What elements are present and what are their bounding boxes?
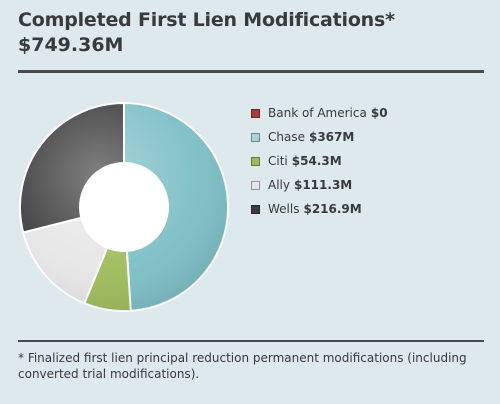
legend-swatch-ally [251,180,260,190]
legend-label-wells: Wells [268,202,300,216]
legend-value-wells: $216.9M [303,202,362,216]
donut-hole [79,162,169,252]
top-divider [18,70,484,73]
legend-swatch-citi [251,156,260,166]
legend-value-ally: $111.3M [293,178,353,192]
legend-swatch-wells [251,204,260,214]
legend-item-chase: Chase $367M [251,125,388,149]
footnote: * Finalized first lien principal reducti… [18,351,467,381]
legend-label-bank-of-america: Bank of America [268,106,367,120]
legend-item-wells: Wells $216.9M [251,197,388,221]
legend-swatch-chase [251,132,260,142]
legend-label-chase: Chase [268,130,305,144]
chart-total: $749.36M [18,34,124,56]
legend-label-ally: Ally [268,178,290,192]
chart-legend: Bank of America $0 Chase $367M Citi $54.… [251,101,388,221]
chart-title: Completed First Lien Modifications* [18,9,395,31]
legend-item-bank-of-america: Bank of America $0 [251,101,388,125]
legend-label-citi: Citi [268,154,288,168]
legend-item-ally: Ally $111.3M [251,173,388,197]
legend-value-citi: $54.3M [291,154,342,168]
legend-swatch-bank-of-america [251,108,260,118]
legend-item-citi: Citi $54.3M [251,149,388,173]
legend-value-bank-of-america: $0 [370,106,388,120]
bottom-divider [18,340,484,342]
legend-value-chase: $367M [308,130,355,144]
